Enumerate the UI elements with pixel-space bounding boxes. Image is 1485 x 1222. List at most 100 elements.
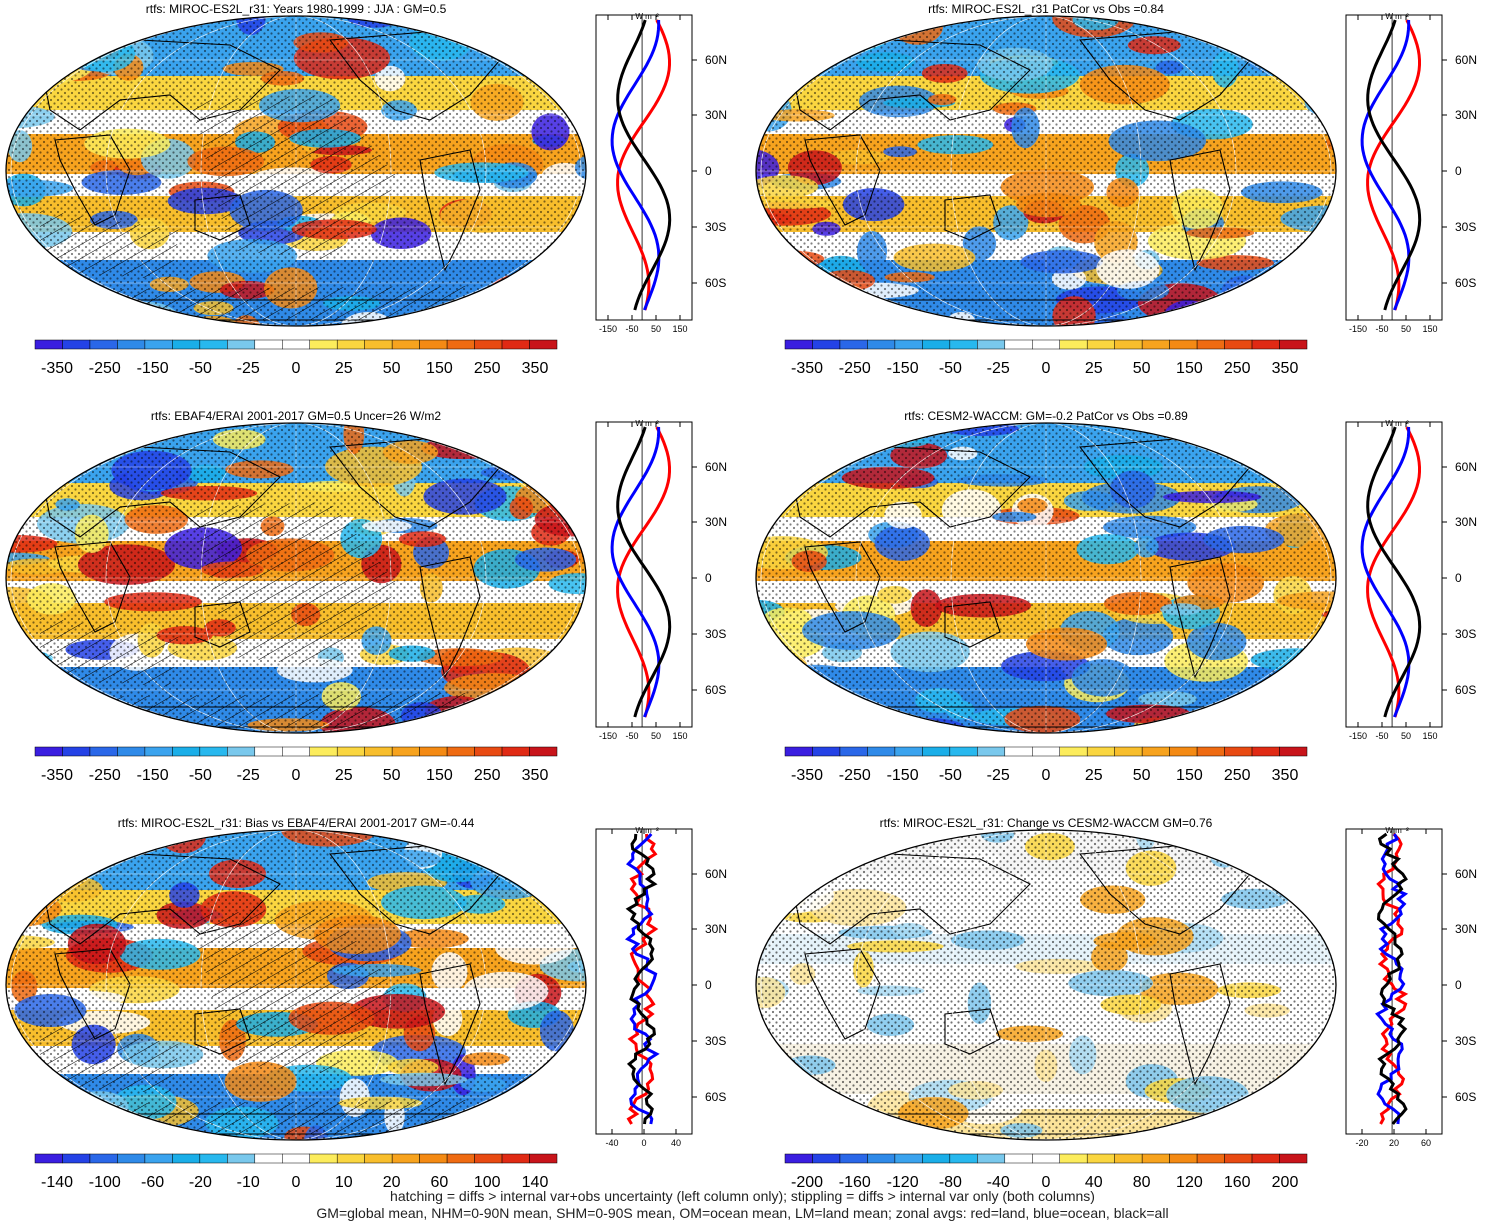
zonal-tick-label: 50: [651, 324, 661, 334]
colorbar-label: -150: [887, 360, 919, 377]
colorbar-label: 10: [335, 1174, 353, 1191]
colorbar-swatch: [839, 1153, 868, 1164]
map-outline: [755, 15, 1337, 327]
colorbar-swatch: [1004, 1153, 1033, 1164]
lat-label: 60S: [705, 276, 726, 290]
colorbar: -350 -250 -150 -50 -25 0 25 50 150 250 350: [34, 746, 558, 784]
colorbar-swatch: [1196, 339, 1225, 350]
lat-label: 0: [1455, 978, 1462, 992]
map-region: [523, 283, 547, 319]
map-outline: [5, 422, 587, 734]
colorbar-swatch: [227, 746, 256, 757]
colorbar-swatch: [1032, 746, 1060, 757]
colorbar-label: -250: [89, 767, 121, 784]
colorbar-swatch: [894, 746, 923, 757]
zonal-curve: [616, 426, 671, 718]
colorbar-swatch: [172, 746, 201, 757]
lat-label: 30N: [1455, 108, 1477, 122]
colorbar-label: -25: [237, 767, 260, 784]
colorbar-label: 50: [383, 767, 401, 784]
hatching-region: [190, 95, 400, 260]
colorbar-swatch: [34, 339, 63, 350]
zonal-axis-unit: W m⁻²: [1385, 419, 1409, 428]
colorbar-swatch: [282, 746, 310, 757]
map-field: [756, 16, 1336, 326]
zonal-mean-plot: W m⁻² 60N 30N 0 30S 60S -150 -50 50 150: [1345, 419, 1477, 741]
colorbar-swatch: [34, 746, 63, 757]
zonal-curve: [1375, 833, 1409, 1125]
lat-label: 0: [705, 164, 712, 178]
colorbar-swatch: [282, 1153, 310, 1164]
zonal-tick-label: -50: [625, 731, 638, 741]
colorbar-swatch: [1224, 746, 1253, 757]
lat-label: 30N: [1455, 922, 1477, 936]
lat-label: 60S: [705, 1090, 726, 1104]
colorbar-label: 0: [1042, 1174, 1051, 1191]
lat-label: 60N: [1455, 460, 1477, 474]
colorbar-swatch: [1032, 339, 1060, 350]
colorbar-swatch: [282, 339, 310, 350]
map-region: [767, 707, 839, 720]
colorbar-swatch: [1251, 1153, 1280, 1164]
colorbar-swatch: [867, 339, 896, 350]
zonal-curve: [624, 833, 660, 1125]
lat-label: 60N: [1455, 53, 1477, 67]
footer-legend-hatching: hatching = diffs > internal var+obs unce…: [390, 1188, 1095, 1204]
zonal-tick-label: -150: [599, 324, 617, 334]
map-region: [73, 315, 160, 326]
colorbar-label: 50: [1133, 360, 1151, 377]
lat-label: 30S: [705, 220, 726, 234]
colorbar-swatch: [1224, 339, 1253, 350]
map-region: [6, 1123, 77, 1140]
map-field: [6, 830, 586, 1140]
colorbar-label: -150: [137, 360, 169, 377]
colorbar-label: -120: [887, 1174, 919, 1191]
zonal-curve: [1360, 426, 1411, 718]
lat-label: 0: [1455, 571, 1462, 585]
map-title: rtfs: MIROC-ES2L_r31: Bias vs EBAF4/ERAI…: [117, 816, 475, 830]
map-region: [812, 703, 858, 725]
colorbar-swatch: [89, 746, 118, 757]
zonal-curve: [610, 19, 661, 311]
zonal-curve: [1360, 19, 1411, 311]
zonal-tick-label: -150: [599, 731, 617, 741]
colorbar-swatch: [867, 746, 896, 757]
colorbar-label: -25: [987, 360, 1010, 377]
zonal-curve: [625, 833, 658, 1125]
colorbar-swatch: [812, 1153, 841, 1164]
colorbar-swatch: [1196, 1153, 1225, 1164]
colorbar-swatch: [227, 1153, 256, 1164]
colorbar-label: -250: [839, 360, 871, 377]
colorbar-swatch: [309, 339, 338, 350]
map-title: rtfs: MIROC-ES2L_r31: Years 1980-1999 : …: [145, 2, 447, 16]
map-region: [6, 851, 30, 879]
map-region: [6, 862, 85, 880]
lat-label: 30S: [1455, 220, 1476, 234]
colorbar-swatch: [199, 1153, 228, 1164]
colorbar-label: -10: [237, 1174, 260, 1191]
colorbar-swatch: [977, 746, 1006, 757]
colorbar-swatch: [172, 1153, 201, 1164]
colorbar-swatch: [446, 1153, 475, 1164]
map-region: [573, 508, 586, 547]
colorbar-swatch: [364, 339, 393, 350]
map-title: rtfs: MIROC-ES2L_r31: Change vs CESM2-WA…: [879, 816, 1213, 830]
colorbar-swatch: [391, 746, 420, 757]
lat-label: 0: [705, 571, 712, 585]
zonal-tick-label: 150: [672, 324, 687, 334]
colorbar-label: -50: [939, 360, 962, 377]
lat-label: 0: [705, 978, 712, 992]
colorbar-label: 25: [335, 767, 353, 784]
zonal-tick-label: 50: [1401, 324, 1411, 334]
zonal-curve: [1366, 426, 1422, 718]
colorbar-swatch: [1086, 746, 1115, 757]
map-region: [578, 459, 586, 487]
colorbar-swatch: [1141, 1153, 1170, 1164]
map-field: [756, 830, 1336, 1140]
map-region: [432, 16, 483, 28]
lat-label: 60S: [1455, 683, 1476, 697]
hatching-region: [40, 210, 180, 280]
zonal-curve: [1376, 832, 1409, 1125]
colorbar-swatch: [1169, 746, 1198, 757]
